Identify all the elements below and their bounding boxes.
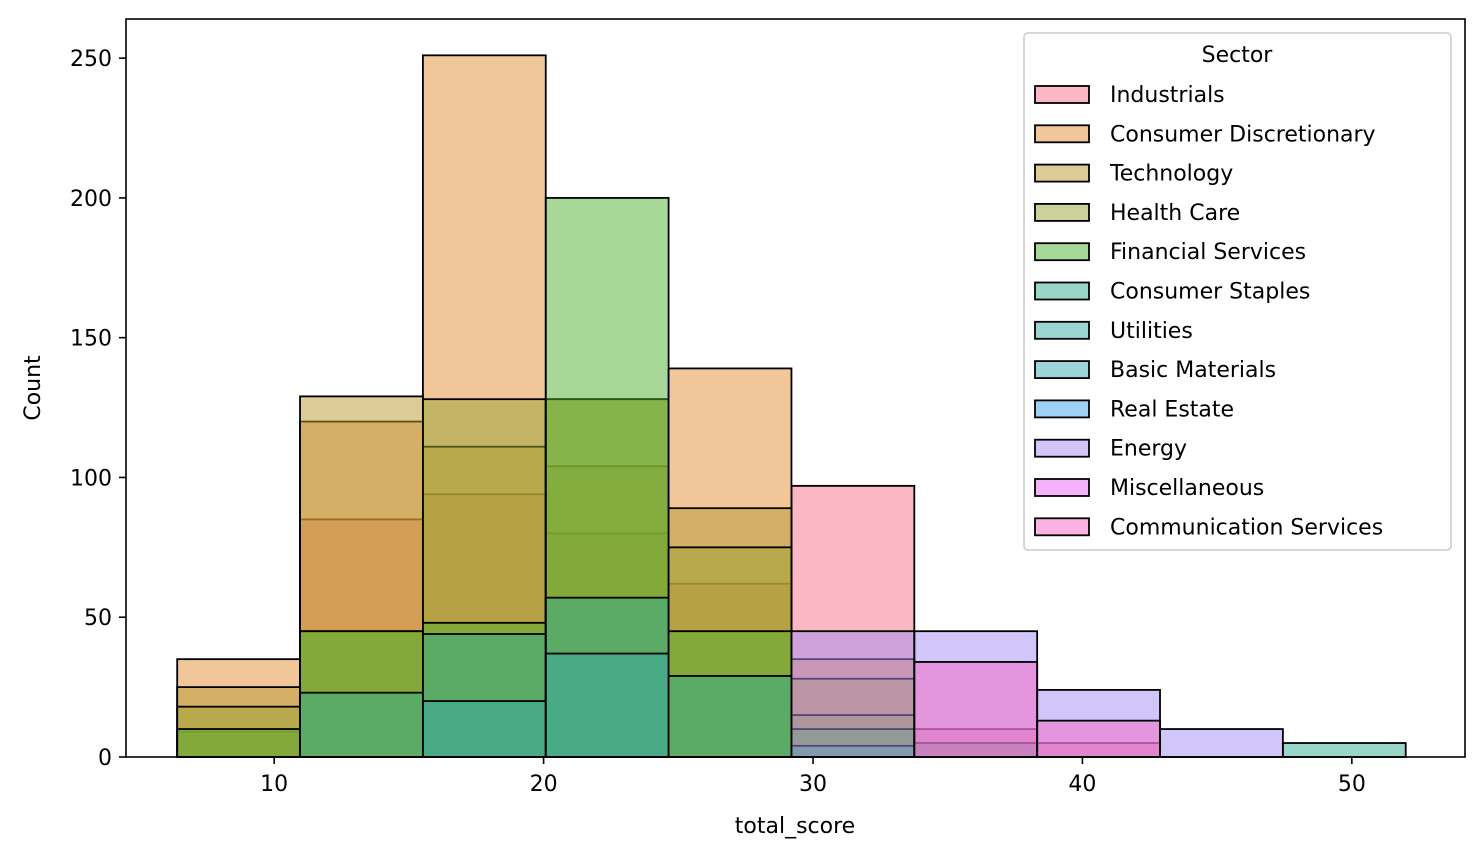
bar-consumer-staples-bin-9 [1281, 742, 1407, 758]
bar-utilities-bin-3 [544, 652, 670, 758]
legend-swatch [1034, 320, 1090, 340]
legend-item-technology: Technology [1034, 162, 1233, 187]
legend-items: Industrials Consumer Discretionary Technol… [1034, 83, 1383, 540]
legend-swatch [1034, 360, 1090, 380]
legend-label: Communication Services [1110, 515, 1383, 540]
y-tick-label: 100 [70, 466, 112, 491]
y-tick-label: 200 [70, 187, 112, 212]
bar-utilities-bin-2 [421, 700, 547, 758]
y-tick-label: 150 [70, 327, 112, 352]
x-tick-label: 50 [1338, 772, 1366, 797]
legend-label: Industrials [1110, 83, 1225, 108]
bar-financial-services-bin-0 [176, 728, 301, 758]
plot-frame [125, 18, 1466, 758]
y-axis-title: Count [21, 355, 46, 421]
legend-swatch [1034, 242, 1090, 262]
bar-consumer-staples-bin-1 [299, 691, 424, 758]
legend-label: Miscellaneous [1110, 476, 1264, 501]
bar-communication-services-bin-6 [913, 661, 1039, 758]
legend-item-industrials: Industrials [1034, 83, 1225, 108]
legend-label: Technology [1109, 162, 1233, 187]
legend-swatch [1034, 281, 1090, 301]
legend-label: Real Estate [1110, 397, 1234, 422]
y-tick-label: 250 [70, 47, 112, 72]
legend-swatch [1034, 517, 1090, 537]
legend-item-financial-services: Financial Services [1034, 240, 1306, 265]
legend-title: Sector [1202, 43, 1274, 68]
legend-item-consumer-discretionary: Consumer Discretionary [1034, 122, 1376, 147]
legend-label: Consumer Staples [1110, 280, 1310, 305]
legend-label: Basic Materials [1110, 358, 1276, 383]
y-tick-label: 50 [84, 606, 112, 631]
legend-item-health-care: Health Care [1034, 201, 1240, 226]
legend: Sector Industrials Consumer Discretionary… [1023, 32, 1452, 551]
legend-swatch [1034, 163, 1090, 183]
legend-swatch [1034, 85, 1090, 104]
x-axis-title: total_score [735, 814, 855, 839]
x-tick-label: 30 [799, 772, 827, 797]
bar-energy-bin-8 [1159, 728, 1284, 758]
legend-label: Financial Services [1110, 240, 1306, 265]
legend-swatch [1034, 438, 1090, 458]
legend-swatch [1034, 399, 1090, 419]
x-tick-label: 20 [530, 772, 558, 797]
legend-item-basic-materials: Basic Materials [1034, 358, 1276, 383]
legend-item-miscellaneous: Miscellaneous [1034, 476, 1264, 501]
bar-energy-bin-5 [790, 630, 916, 758]
legend-swatch [1034, 478, 1090, 497]
x-tick-label: 10 [260, 772, 288, 797]
legend-item-communication-services: Communication Services [1034, 515, 1383, 540]
bars-layer [176, 54, 1407, 758]
legend-label: Health Care [1110, 201, 1240, 226]
y-tick-label: 0 [98, 746, 112, 771]
legend-item-utilities: Utilities [1034, 319, 1193, 344]
y-axis-ticks: 0 50 100 150 200 250 [70, 47, 126, 771]
bar-communication-services-bin-7 [1036, 719, 1161, 758]
legend-swatch [1034, 124, 1090, 144]
legend-label: Energy [1110, 437, 1187, 462]
legend-item-consumer-staples: Consumer Staples [1034, 280, 1310, 305]
x-axis-ticks: 10 20 30 40 50 [260, 757, 1366, 797]
bar-consumer-staples-bin-4 [667, 675, 793, 758]
legend-box [1023, 32, 1452, 551]
legend-label: Consumer Discretionary [1110, 122, 1376, 147]
legend-item-real-estate: Real Estate [1034, 397, 1234, 422]
legend-swatch [1034, 202, 1090, 222]
x-tick-label: 40 [1068, 772, 1096, 797]
legend-label: Utilities [1110, 319, 1193, 344]
legend-item-energy: Energy [1034, 437, 1187, 462]
